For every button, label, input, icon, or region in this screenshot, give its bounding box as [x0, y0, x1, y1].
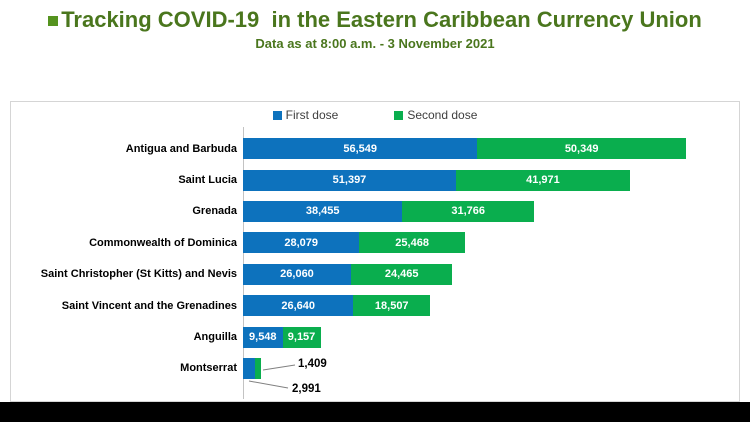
bar-segment-second-dose: 31,766 [402, 200, 534, 222]
chart-row: Saint Christopher (St Kitts) and Nevis 26… [11, 259, 739, 290]
bar-value-label: 56,549 [343, 142, 377, 155]
legend-label-first-dose: First dose [285, 108, 339, 122]
chart-row: Saint Vincent and the Grenadines 26,640 18… [11, 290, 739, 321]
chart-row: Anguilla 9,548 9,157 [11, 321, 739, 352]
bar-segment-first-dose [243, 357, 256, 379]
bar-value-label: 25,468 [395, 236, 429, 249]
bar-segment-first-dose: 38,455 [243, 200, 403, 222]
chart-row: Grenada 38,455 31,766 [11, 196, 739, 227]
bar-value-label: 9,157 [287, 331, 316, 344]
bar-value-label: 28,079 [284, 236, 318, 249]
bar-value-label: 38,455 [305, 205, 340, 218]
bar-value-label: 24,465 [384, 268, 419, 281]
title-row: Tracking COVID-19 in the Eastern Caribbe… [0, 6, 750, 34]
bar-rows: Antigua and Barbuda 56,549 50,349 Saint Luc… [11, 133, 739, 384]
stacked-bar: 56,549 50,349 [243, 138, 686, 160]
bar-segment-first-dose: 51,397 [243, 169, 456, 191]
bar-value-label: 41,971 [526, 174, 560, 187]
legend-item-second-dose: Second dose [394, 108, 477, 122]
stacked-bar: 28,079 25,468 [243, 232, 465, 254]
bar-segment-first-dose: 26,060 [243, 263, 351, 285]
chart-row: Montserrat [11, 353, 739, 384]
category-axis-line [243, 127, 244, 399]
chart-row: Antigua and Barbuda 56,549 50,349 [11, 133, 739, 164]
stacked-bar: 51,397 41,971 [243, 169, 630, 191]
stacked-bar: 9,548 9,157 [243, 326, 321, 348]
legend-swatch-second-dose-icon [394, 110, 404, 120]
legend-swatch-first-dose-icon [272, 110, 282, 120]
category-label: Anguilla [193, 331, 237, 344]
page-subtitle: Data as at 8:00 a.m. - 3 November 2021 [255, 36, 495, 51]
category-label: Saint Lucia [178, 174, 237, 187]
montserrat-second-dose-callout-label: 1,409 [298, 358, 327, 370]
green-square-bullet-icon [48, 16, 59, 26]
bar-segment-first-dose: 9,548 [243, 326, 283, 348]
bar-segment-first-dose: 26,640 [243, 295, 354, 317]
bar-segment-first-dose: 28,079 [243, 232, 360, 254]
chart-row: Commonwealth of Dominica 28,079 25,468 [11, 227, 739, 258]
chart-panel: First dose Second dose Antigua and Barbu… [10, 101, 740, 402]
stacked-bar [243, 357, 262, 379]
bar-segment-second-dose [255, 357, 262, 379]
stacked-bar: 26,060 24,465 [243, 263, 453, 285]
stacked-bar: 38,455 31,766 [243, 200, 534, 222]
legend-item-first-dose: First dose [272, 108, 339, 122]
bar-segment-second-dose: 50,349 [477, 138, 686, 160]
category-label: Commonwealth of Dominica [89, 236, 237, 249]
bar-value-label: 26,060 [280, 268, 314, 281]
bar-segment-first-dose: 56,549 [243, 138, 478, 160]
category-label: Saint Christopher (St Kitts) and Nevis [40, 268, 237, 281]
footer-black-bar [0, 402, 750, 422]
chart-legend: First dose Second dose [11, 108, 739, 122]
header: Tracking COVID-19 in the Eastern Caribbe… [0, 6, 750, 51]
bar-value-label: 51,397 [332, 174, 367, 187]
bar-segment-second-dose: 18,507 [353, 295, 431, 317]
bar-value-label: 31,766 [451, 205, 485, 218]
bar-value-label: 26,640 [281, 299, 316, 312]
category-label: Montserrat [180, 362, 237, 375]
bar-value-label: 9,548 [249, 331, 277, 344]
stacked-bar: 26,640 18,507 [243, 295, 431, 317]
montserrat-first-dose-callout-label: 2,991 [292, 383, 321, 395]
bar-segment-second-dose: 24,465 [350, 263, 453, 285]
category-label: Antigua and Barbuda [125, 142, 237, 155]
bar-value-label: 18,507 [374, 299, 409, 312]
category-label: Saint Vincent and the Grenadines [61, 299, 237, 312]
bar-value-label: 50,349 [564, 142, 599, 155]
page-title: Tracking COVID-19 in the Eastern Caribbe… [61, 7, 702, 32]
bar-segment-second-dose: 25,468 [359, 232, 465, 254]
plot-area: Antigua and Barbuda 56,549 50,349 Saint Luc… [11, 127, 739, 399]
category-label: Grenada [192, 205, 237, 218]
bar-segment-second-dose: 9,157 [282, 326, 321, 348]
chart-row: Saint Lucia 51,397 41,971 [11, 164, 739, 195]
bar-segment-second-dose: 41,971 [455, 169, 630, 191]
legend-label-second-dose: Second dose [407, 108, 478, 122]
